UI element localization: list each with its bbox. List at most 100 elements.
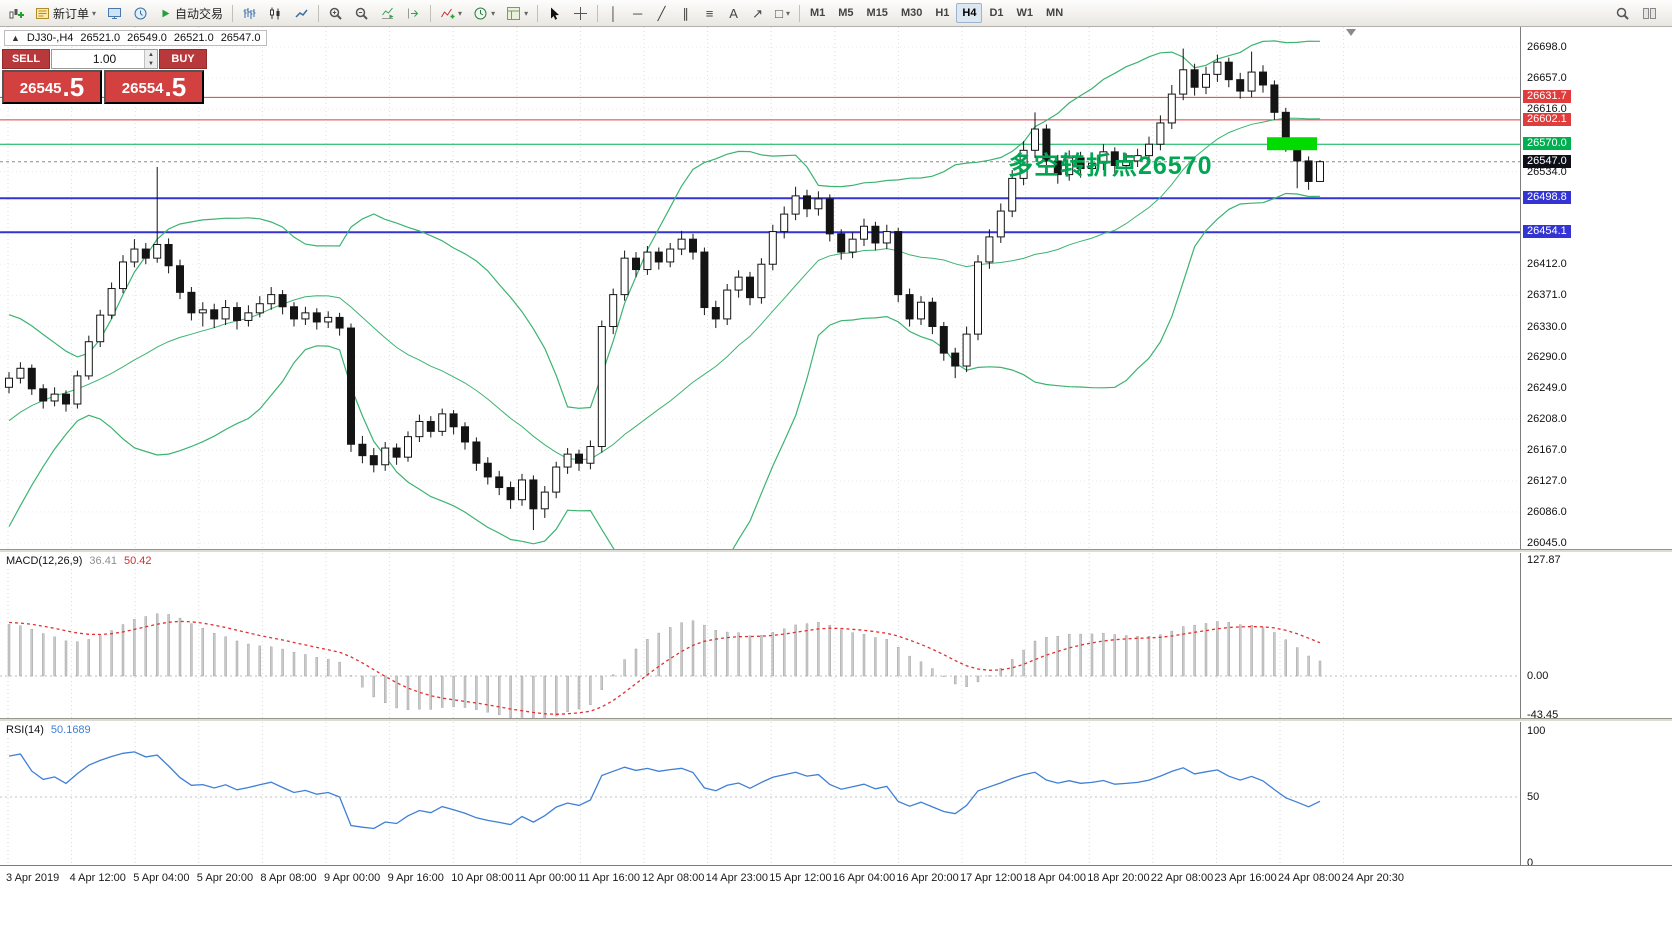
panel-divider[interactable] <box>0 718 1672 722</box>
price-level-badge[interactable]: 26602.1 <box>1523 112 1571 126</box>
crosshair-button[interactable] <box>568 2 593 24</box>
time-axis-label: 9 Apr 00:00 <box>324 872 381 884</box>
timeframe-m30-button[interactable]: M30 <box>895 3 928 23</box>
macd-bar <box>1318 660 1322 677</box>
candle-down <box>939 326 948 354</box>
periods-button[interactable]: ▾ <box>468 2 500 24</box>
buy-price-button[interactable]: 26554 .5 <box>104 70 204 104</box>
macd-bar <box>1250 625 1253 677</box>
candle-down <box>164 243 173 267</box>
macd-bar <box>304 654 307 677</box>
cursor-button[interactable] <box>542 2 567 24</box>
macd-panel[interactable]: MACD(12,26,9) 36.41 50.42 <box>0 553 1520 718</box>
candle-up <box>757 263 766 299</box>
layouts-icon <box>1643 7 1656 19</box>
shapes-tool-button[interactable]: □ ▾ <box>770 2 795 24</box>
cursor-icon <box>551 7 560 20</box>
time-axis-label: 9 Apr 16:00 <box>387 872 444 884</box>
price-level-badge[interactable]: 26498.8 <box>1523 191 1571 205</box>
candle-up <box>255 303 264 314</box>
fibonacci-tool-button[interactable]: ≡ <box>698 2 721 24</box>
volume-up-button[interactable]: ▲ <box>145 50 157 59</box>
price-axis-label: 26045.0 <box>1527 537 1567 549</box>
vertical-line-tool-button[interactable]: │ <box>602 2 625 24</box>
candle-down <box>1224 61 1233 81</box>
timeframe-w1-button[interactable]: W1 <box>1011 3 1040 23</box>
price-axis[interactable]: 26698.0 26657.0 26616.0 26534.0 26412.0 26371… <box>1520 27 1672 869</box>
candle-up <box>1099 151 1108 164</box>
line-chart-button[interactable] <box>289 2 314 24</box>
price-axis-label: 26698.0 <box>1527 41 1567 53</box>
price-chart-panel[interactable]: ▲ DJ30-,H4 26521.0 26549.0 26521.0 26547… <box>0 27 1520 549</box>
zoom-out-button[interactable] <box>349 2 374 24</box>
text-tool-button[interactable]: A <box>722 2 745 24</box>
candle-up <box>1065 157 1074 176</box>
macd-bar <box>566 675 569 713</box>
zoom-in-button[interactable] <box>323 2 348 24</box>
timeframe-m5-button[interactable]: M5 <box>832 3 859 23</box>
auto-scroll-button[interactable] <box>375 2 400 24</box>
price-axis-label: 26167.0 <box>1527 444 1567 457</box>
indicators-button[interactable]: ▾ <box>435 2 467 24</box>
macd-bar <box>555 675 558 717</box>
new-order-button[interactable]: 新订单 ▾ <box>30 2 101 24</box>
chevron-down-icon: ▾ <box>524 8 529 18</box>
trendline-tool-button[interactable]: ╱ <box>650 2 673 24</box>
sell-button[interactable]: SELL <box>2 49 50 69</box>
timeframe-d1-button[interactable]: D1 <box>983 3 1009 23</box>
collapse-panel-icon[interactable]: ▲ <box>11 33 20 43</box>
candlestick-chart-button[interactable] <box>263 2 288 24</box>
candle-down <box>27 367 36 390</box>
auto-trading-button[interactable]: 自动交易 <box>154 2 228 24</box>
bar-chart-button[interactable] <box>237 2 262 24</box>
candle-up <box>1202 73 1210 88</box>
chart-shift-marker[interactable] <box>1346 29 1356 36</box>
timeframe-h4-button[interactable]: H4 <box>956 3 983 23</box>
time-axis-label: 18 Apr 20:00 <box>1087 872 1150 884</box>
candle-up <box>244 312 253 321</box>
arrows-tool-button[interactable]: ↗ <box>746 2 769 24</box>
candle-down <box>1076 157 1085 170</box>
macd-bar <box>1159 634 1162 677</box>
chevron-down-icon: ▾ <box>92 8 97 18</box>
pivot-highlight-rect[interactable] <box>1267 137 1317 151</box>
layouts-button[interactable] <box>1637 2 1662 24</box>
macd-bar <box>98 635 102 677</box>
market-watch-button[interactable] <box>128 2 153 24</box>
timeframe-h1-button[interactable]: H1 <box>929 3 955 23</box>
search-button[interactable] <box>1610 2 1635 24</box>
channel-tool-button[interactable]: ∥ <box>674 2 697 24</box>
macd-bar <box>1056 635 1060 677</box>
new-chart-button[interactable] <box>4 2 29 24</box>
macd-bar <box>885 639 888 677</box>
timeframe-mn-button[interactable]: MN <box>1040 3 1069 23</box>
rsi-panel[interactable]: RSI(14) 50.1689 <box>0 722 1520 865</box>
symbol-period-label: DJ30-,H4 <box>26 32 74 44</box>
sell-price-button[interactable]: 26545 .5 <box>2 70 102 104</box>
price-level-badge[interactable]: 26454.1 <box>1523 225 1571 239</box>
candle-up <box>974 261 982 335</box>
candle-down <box>176 265 184 293</box>
chart-text-annotation[interactable]: 多空转折点26570 <box>1008 152 1213 181</box>
panel-divider[interactable] <box>0 549 1672 553</box>
macd-name: MACD(12,26,9) <box>6 555 83 567</box>
macd-bar <box>988 675 991 677</box>
macd-bar <box>258 645 261 677</box>
candle-down <box>449 413 458 428</box>
candle-down <box>347 327 355 445</box>
chart-shift-button[interactable] <box>401 2 426 24</box>
volume-input[interactable]: 1.00 ▲ ▼ <box>51 49 158 69</box>
chart-profiles-button[interactable] <box>102 2 127 24</box>
time-axis[interactable]: 3 Apr 2019 4 Apr 12:00 5 Apr 04:00 5 Apr 20… <box>0 865 1672 948</box>
price-level-badge[interactable]: 26631.7 <box>1523 90 1571 104</box>
volume-down-button[interactable]: ▼ <box>145 59 157 68</box>
price-level-badge[interactable]: 26570.0 <box>1523 137 1571 151</box>
macd-bar <box>1170 630 1174 677</box>
timeframe-m1-button[interactable]: M1 <box>804 3 831 23</box>
buy-button[interactable]: BUY <box>159 49 207 69</box>
candle-up <box>985 236 994 263</box>
horizontal-line-tool-button[interactable]: ─ <box>626 2 649 24</box>
timeframe-m15-button[interactable]: M15 <box>861 3 894 23</box>
templates-button[interactable]: ▾ <box>501 2 533 24</box>
price-chart-canvas <box>0 27 1520 549</box>
